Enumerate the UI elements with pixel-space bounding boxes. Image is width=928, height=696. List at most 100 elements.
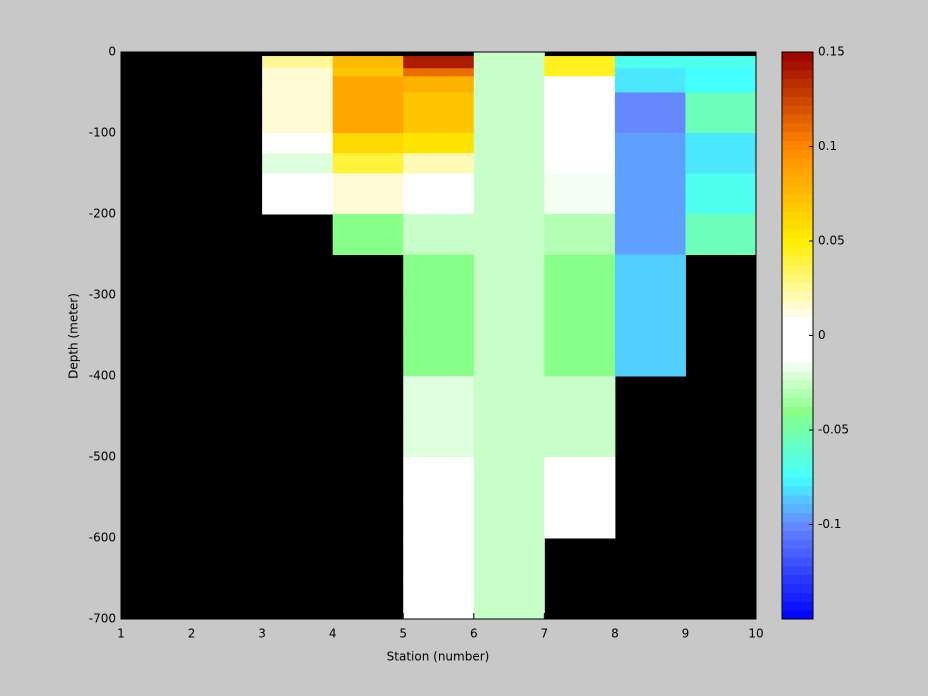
colorbar-swatch <box>782 548 813 558</box>
colorbar-swatch <box>782 96 813 106</box>
heatmap-cell <box>332 68 404 77</box>
heatmap-cell <box>473 457 545 498</box>
colorbar-swatch <box>782 193 813 204</box>
heatmap-cell <box>544 335 616 377</box>
heatmap-cell <box>262 68 334 77</box>
colorbar-swatch <box>782 273 813 283</box>
heatmap-cell <box>332 173 404 215</box>
heatmap-cell <box>403 578 475 620</box>
heatmap-cell <box>473 578 545 620</box>
x-tick-label: 5 <box>399 627 407 641</box>
heatmap-cell <box>544 173 616 215</box>
heatmap-cell <box>473 295 545 336</box>
colorbar-swatch <box>782 441 813 452</box>
heatmap-cell <box>403 68 475 77</box>
heatmap-cell <box>685 173 757 215</box>
colorbar-swatch <box>782 140 813 150</box>
heatmap-cell <box>614 214 686 255</box>
colorbar-swatch <box>782 583 813 593</box>
heatmap-cell <box>614 92 686 134</box>
colorbar-tick-label: 0.15 <box>818 45 845 59</box>
colorbar-swatch <box>782 379 813 390</box>
colorbar-swatch <box>782 87 813 97</box>
colorbar-swatch <box>782 592 813 602</box>
colorbar-swatch <box>782 432 813 443</box>
heatmap-cell <box>473 335 545 377</box>
colorbar-swatch <box>782 255 813 266</box>
colorbar-swatch <box>782 556 813 567</box>
colorbar-swatch <box>782 300 813 310</box>
x-tick-label: 4 <box>329 627 337 641</box>
heatmap-cell <box>332 56 404 69</box>
colorbar-swatch <box>782 326 813 336</box>
colorbar-swatch <box>782 397 813 407</box>
heatmap-cell <box>473 52 545 57</box>
heatmap-cell <box>473 173 545 215</box>
heatmap-cell <box>614 173 686 215</box>
heatmap-cell <box>403 56 475 69</box>
heatmap-cell <box>614 254 686 296</box>
heatmap-cell <box>544 76 616 93</box>
colorbar-swatch <box>782 406 813 416</box>
heatmap-cell <box>403 214 475 255</box>
x-tick-label: 6 <box>470 627 478 641</box>
colorbar-swatch <box>782 512 813 523</box>
colorbar-swatch <box>782 415 813 425</box>
colorbar-swatch <box>782 565 813 576</box>
colorbar-swatch <box>782 176 813 186</box>
x-tick-label: 3 <box>258 627 266 641</box>
heatmap-cell <box>403 173 475 215</box>
heatmap-cell <box>614 133 686 154</box>
colorbar-swatch <box>782 122 813 133</box>
heatmap-cell <box>262 56 334 69</box>
heatmap-cell <box>473 538 545 579</box>
colorbar-swatch <box>782 229 813 239</box>
heatmap-cell <box>473 76 545 93</box>
heatmap-cell <box>685 214 757 255</box>
colorbar-swatch <box>782 69 813 80</box>
heatmap-cell <box>685 153 757 174</box>
heatmap-cell <box>473 376 545 417</box>
plot-frame <box>120 51 757 620</box>
heatmap-cell <box>544 497 616 539</box>
heatmap-cell <box>614 295 686 336</box>
colorbar-swatch <box>782 60 813 71</box>
colorbar-swatch <box>782 308 813 319</box>
colorbar-tick-label: 0.05 <box>818 234 845 248</box>
colorbar-swatch <box>782 335 813 345</box>
heatmap-cell <box>403 538 475 579</box>
colorbar-swatch <box>782 539 813 549</box>
colorbar-swatch <box>782 246 813 257</box>
colorbar-swatch <box>782 211 813 221</box>
x-tick-label: 8 <box>611 627 619 641</box>
heatmap-cell <box>685 92 757 134</box>
heatmap-cell <box>403 335 475 377</box>
y-tick-label: -700 <box>89 612 116 626</box>
heatmap-cell <box>544 92 616 134</box>
heatmap-cell <box>685 56 757 69</box>
colorbar-swatch <box>782 52 813 62</box>
heatmap-cell <box>332 153 404 174</box>
colorbar-swatch <box>782 370 813 381</box>
heatmap-cell <box>403 92 475 134</box>
heatmap-cell <box>544 457 616 498</box>
colorbar-swatch <box>782 105 813 115</box>
heatmap-cell <box>262 133 334 154</box>
colorbar-swatch <box>782 503 813 514</box>
heatmap-cell <box>473 254 545 296</box>
heatmap-cell <box>473 92 545 134</box>
heatmap-cell <box>332 76 404 93</box>
x-axis-label: Station (number) <box>387 650 490 664</box>
heatmap-cell <box>473 416 545 458</box>
colorbar-swatch <box>782 494 813 505</box>
heatmap-cell <box>544 254 616 296</box>
heatmap-cell <box>473 153 545 174</box>
heatmap-cell <box>473 68 545 77</box>
heatmap-cell <box>473 56 545 69</box>
heatmap-cell <box>473 214 545 255</box>
colorbar-swatch <box>782 131 813 142</box>
colorbar-swatch <box>782 238 813 248</box>
y-tick-label: -200 <box>89 207 116 221</box>
